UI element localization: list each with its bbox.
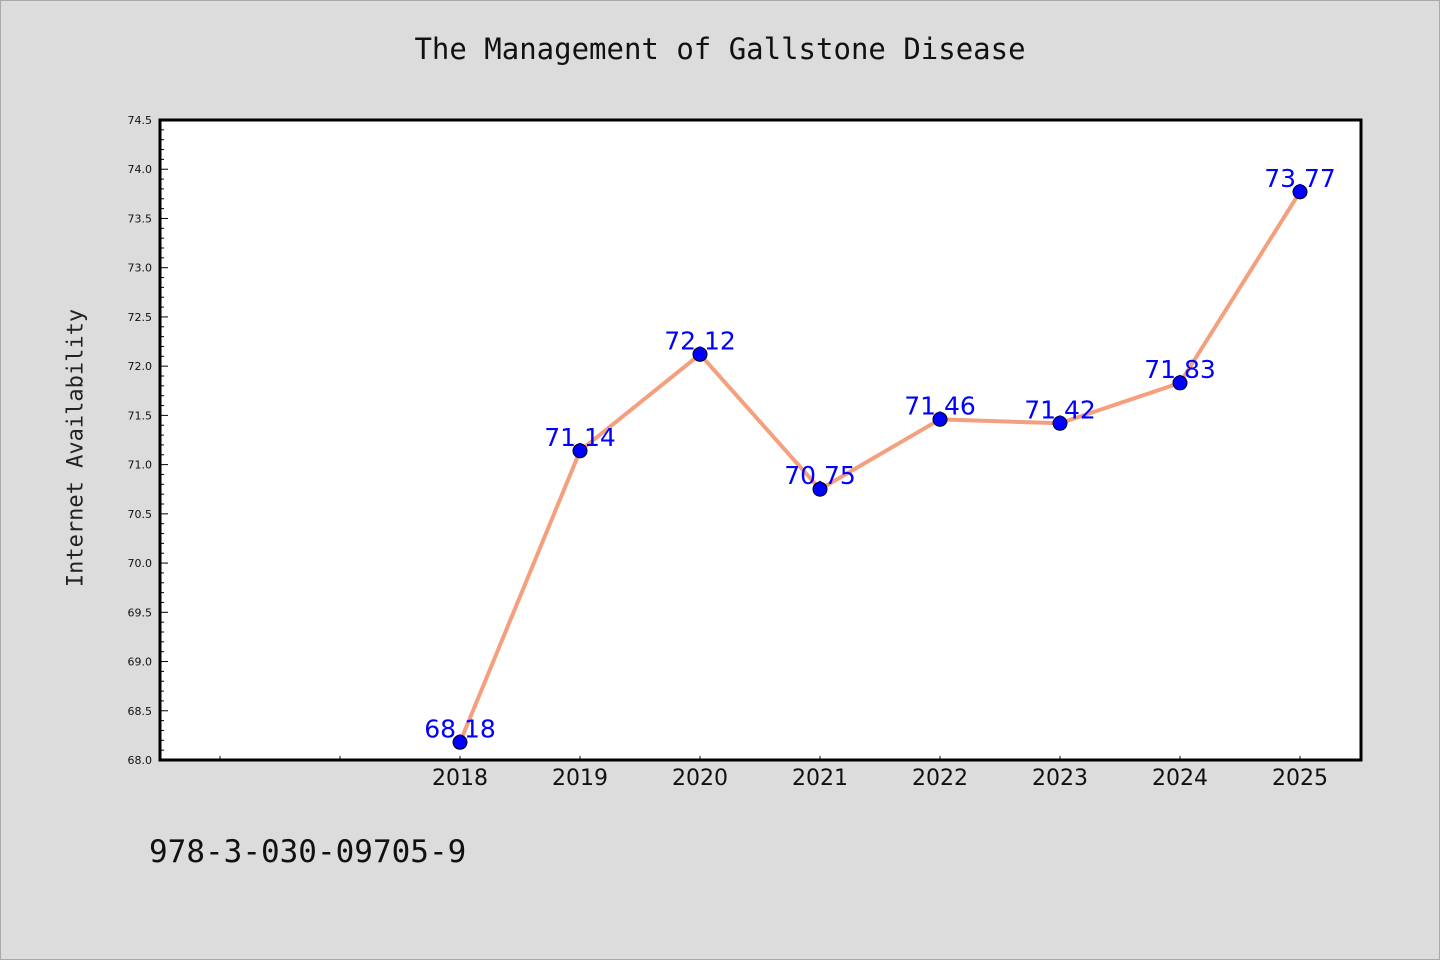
x-tick-label: 2022 — [912, 766, 968, 791]
y-tick-label: 72.5 — [128, 311, 153, 324]
isbn-text: 978-3-030-09705-9 — [149, 834, 467, 870]
plot-area — [160, 120, 1361, 760]
chart-title: The Management of Gallstone Disease — [414, 32, 1026, 66]
x-tick-label: 2018 — [432, 766, 488, 791]
plot-border — [158, 118, 1363, 762]
y-tick-label: 68.0 — [128, 754, 153, 767]
y-tick-label: 71.5 — [128, 409, 153, 422]
y-tick-label: 69.5 — [128, 606, 153, 619]
data-point — [452, 734, 468, 750]
data-point — [692, 346, 708, 362]
series-line — [458, 190, 1302, 744]
data-label: 68.18 — [424, 714, 496, 743]
data-point — [1292, 184, 1308, 200]
x-tick-label: 2019 — [552, 766, 608, 791]
y-tick-label: 69.0 — [128, 656, 153, 669]
x-tick-label: 2021 — [792, 766, 848, 791]
data-point — [572, 443, 588, 459]
data-label: 71.42 — [1024, 395, 1096, 424]
y-tick-label: 68.5 — [128, 705, 153, 718]
y-tick-label: 72.0 — [128, 360, 153, 373]
data-label: 70.75 — [784, 461, 856, 490]
data-label: 73.77 — [1264, 164, 1336, 193]
y-tick-label: 74.0 — [128, 163, 153, 176]
y-tick-label: 70.5 — [128, 508, 153, 521]
data-label: 71.14 — [544, 423, 616, 452]
y-tick-label: 71.0 — [128, 459, 153, 472]
data-point — [1172, 375, 1188, 391]
data-point — [932, 411, 948, 427]
data-point — [1052, 415, 1068, 431]
y-tick-label: 74.5 — [128, 114, 153, 127]
x-tick-label: 2025 — [1272, 766, 1328, 791]
data-label: 71.83 — [1144, 355, 1216, 384]
x-tick-label: 2020 — [672, 766, 728, 791]
data-label: 72.12 — [664, 326, 736, 355]
y-tick-label: 73.5 — [128, 212, 153, 225]
y-tick-label: 73.0 — [128, 262, 153, 275]
data-label: 71.46 — [904, 391, 976, 420]
x-tick-label: 2023 — [1032, 766, 1088, 791]
x-tick-label: 2024 — [1152, 766, 1208, 791]
data-point — [812, 481, 828, 497]
y-tick-label: 70.0 — [128, 557, 153, 570]
